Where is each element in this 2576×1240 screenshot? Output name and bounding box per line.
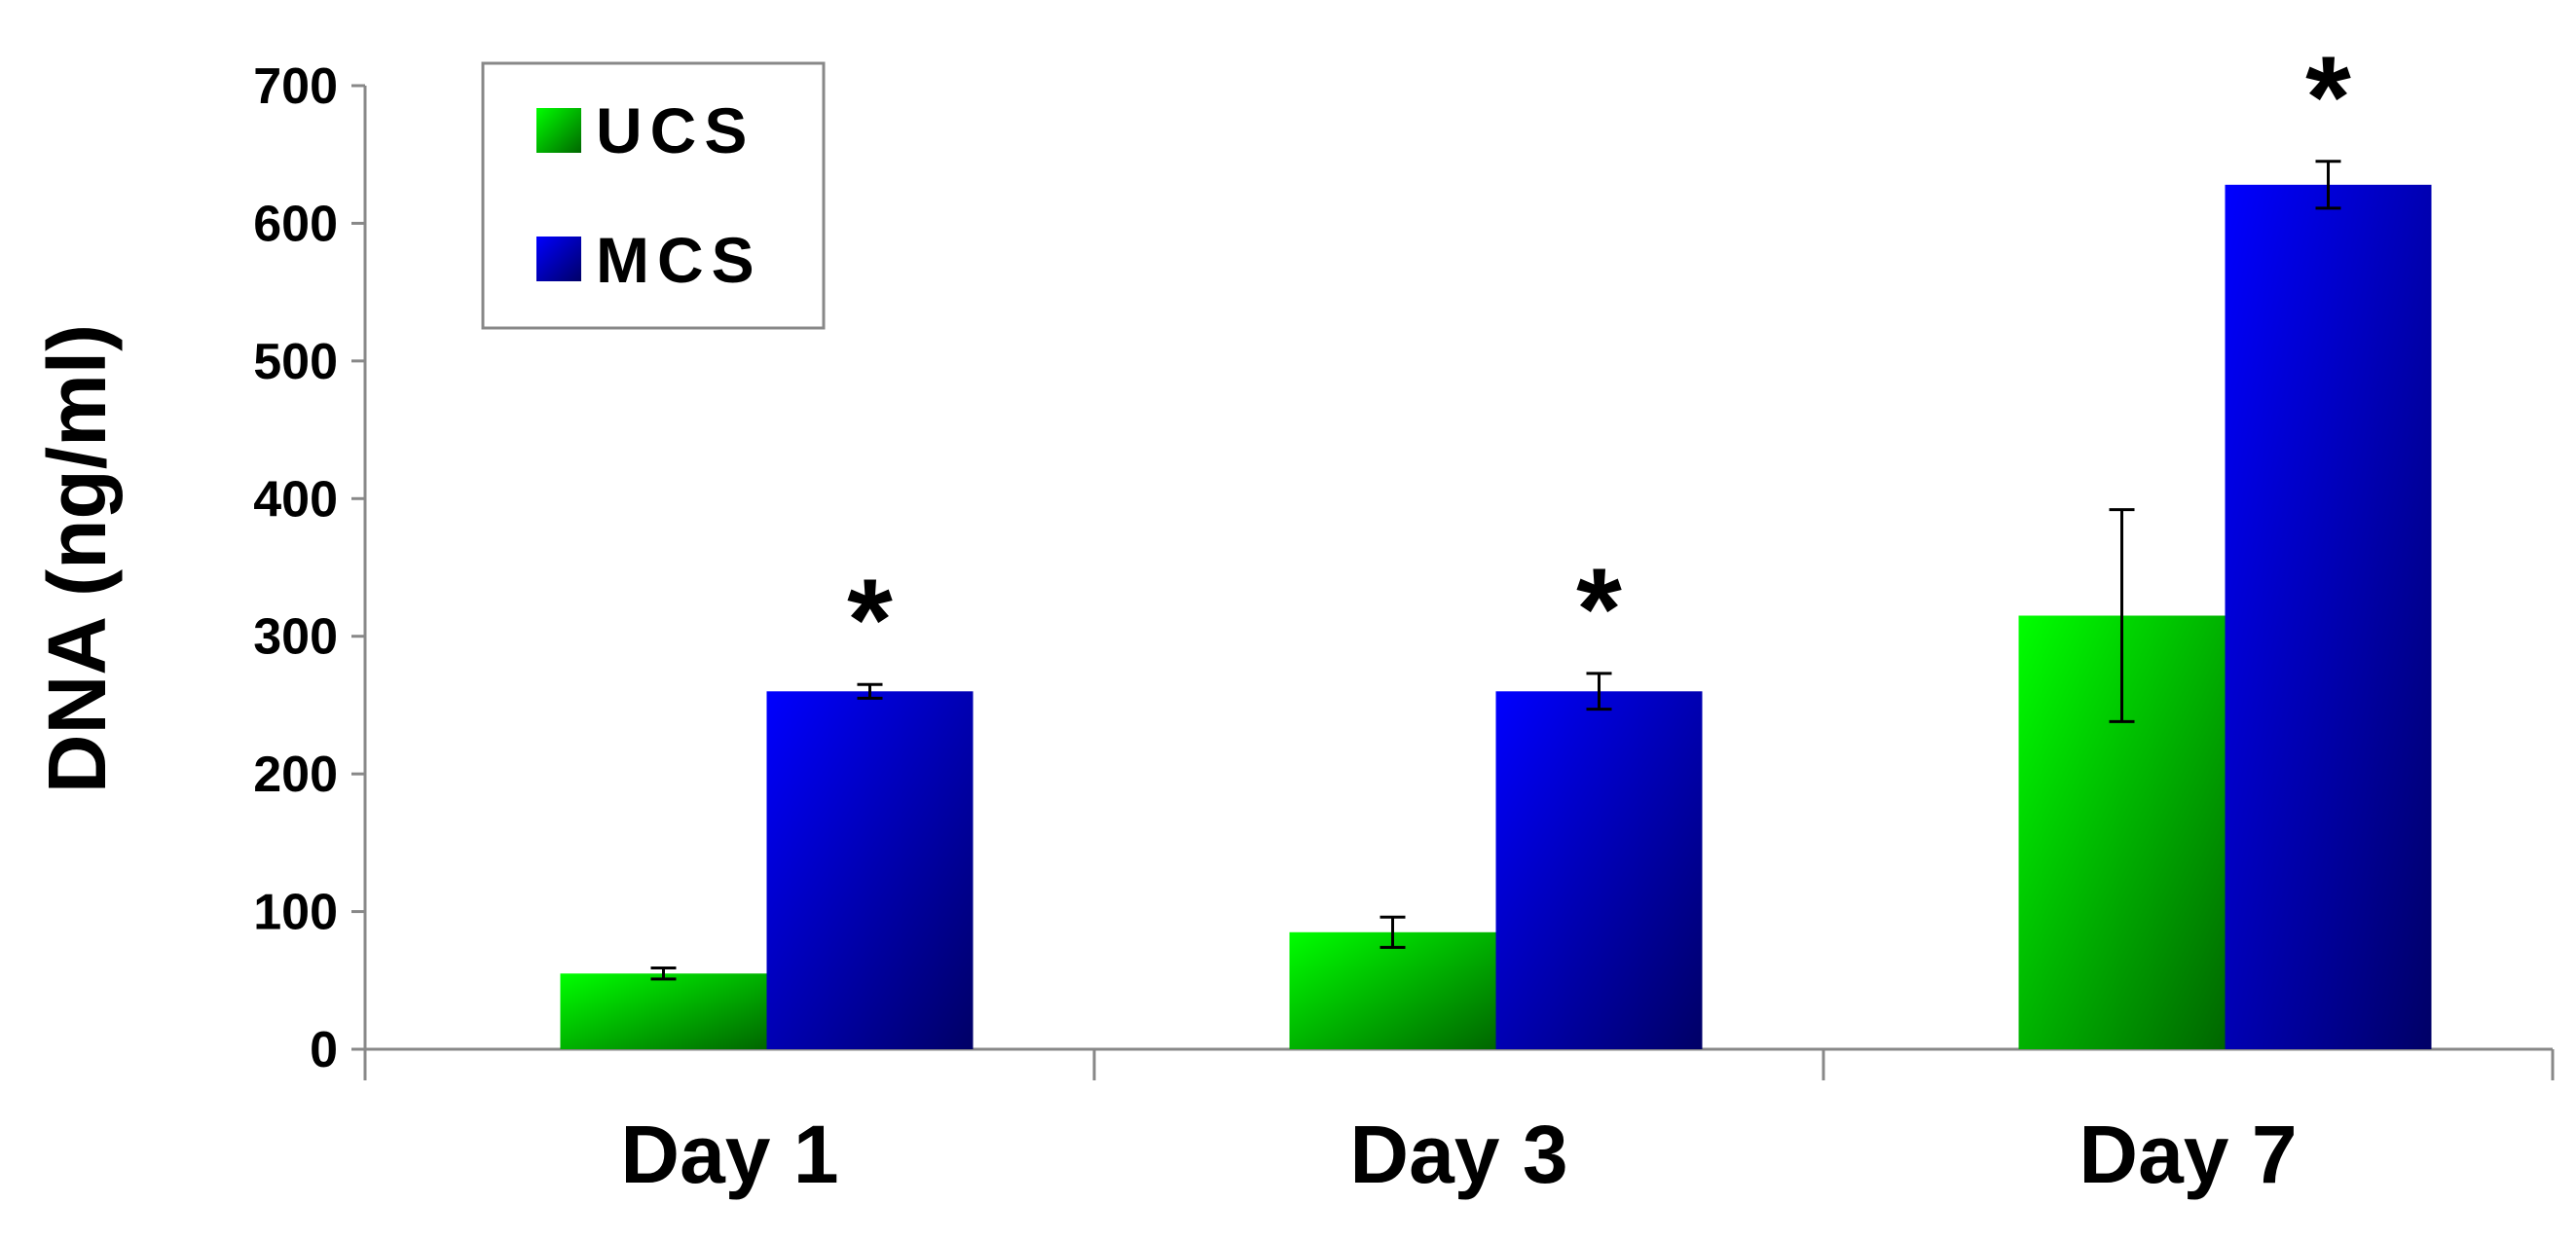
x-category-label: Day 3 (1349, 1109, 1567, 1200)
legend-box (481, 61, 826, 330)
y-axis-title: DNA (ng/ml) (31, 324, 123, 793)
x-category-label: Day 1 (620, 1109, 838, 1200)
bar-mcs-1 (766, 691, 974, 1049)
bar-mcs-2 (1495, 691, 1703, 1049)
significance-markers: * * * (847, 32, 2351, 685)
legend: UCS MCS (481, 61, 826, 330)
y-tick-label: 0 (310, 1022, 338, 1078)
y-ticks: 0 100 200 300 400 500 600 700 (253, 58, 365, 1078)
bar-mcs-3 (2225, 184, 2432, 1050)
legend-swatch-mcs (536, 237, 581, 281)
y-tick-label: 100 (253, 885, 338, 941)
significance-star: * (2305, 32, 2351, 163)
bar-ucs-2 (1289, 931, 1496, 1049)
y-tick-label: 600 (253, 196, 338, 252)
significance-star: * (847, 555, 893, 685)
y-tick-label: 500 (253, 334, 338, 390)
bar-ucs-1 (560, 973, 767, 1049)
x-ticks: Day 1 Day 3 Day 7 (363, 1049, 2555, 1200)
legend-swatch-ucs (536, 108, 581, 153)
y-tick-label: 400 (253, 471, 338, 528)
y-tick-label: 300 (253, 609, 338, 666)
y-tick-label: 700 (253, 58, 338, 115)
bars (560, 184, 2432, 1050)
y-tick-label: 200 (253, 747, 338, 803)
significance-star: * (1576, 544, 1622, 675)
legend-label-ucs: UCS (596, 94, 754, 166)
legend-label-mcs: MCS (596, 224, 762, 296)
error-bars (650, 160, 2341, 981)
x-category-label: Day 7 (2079, 1109, 2297, 1200)
